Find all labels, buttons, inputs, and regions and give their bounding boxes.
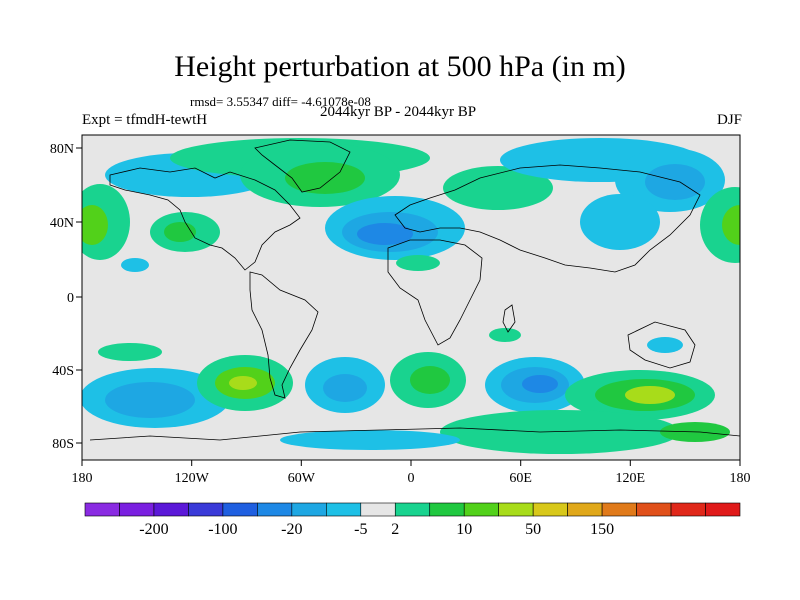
colorbar-label: 10 (456, 521, 472, 538)
colorbar-swatch (222, 502, 258, 517)
contour-region (82, 205, 108, 245)
colorbar-swatch (498, 502, 534, 517)
colorbar-swatch (326, 502, 362, 517)
lon-tick-label: 60E (509, 471, 532, 486)
colorbar-swatch (601, 502, 637, 517)
contour-region (285, 162, 365, 194)
colorbar-swatch (705, 502, 741, 517)
contour-region (440, 410, 680, 454)
contour-region (396, 255, 440, 271)
lat-tick-label: 0 (67, 291, 74, 306)
lon-tick-label: 60W (288, 471, 316, 486)
colorbar-label: 150 (590, 521, 614, 538)
contour-region (323, 374, 367, 402)
colorbar-swatch (636, 502, 672, 517)
lon-tick-label: 180 (730, 471, 751, 486)
stats-text: rmsd= 3.55347 diff= -4.61078e-08 (190, 94, 371, 109)
contour-region (522, 375, 558, 393)
contour-region (98, 343, 162, 361)
contour-region (357, 223, 413, 245)
colorbar-label: -20 (281, 521, 302, 538)
colorbar-swatch (257, 502, 293, 517)
colorbar-swatch (394, 502, 431, 517)
lat-axis: 80N 40N 0 40S 80S (50, 142, 82, 452)
colorbar-label: 50 (525, 521, 541, 538)
contour-region (443, 166, 553, 210)
colorbar-swatch (153, 502, 189, 517)
lat-tick-label: 40N (50, 216, 74, 231)
season-label: DJF (716, 112, 742, 128)
contour-region (489, 328, 521, 342)
contour-region (722, 205, 740, 245)
colorbar-label: -5 (354, 521, 367, 538)
contour-region (229, 376, 257, 390)
lat-tick-label: 40S (52, 364, 74, 379)
contour-region (280, 430, 460, 450)
experiment-label: Expt = tfmdH-tewtH (82, 112, 208, 128)
plot-title: Height perturbation at 500 hPa (in m) (174, 50, 626, 83)
lon-tick-label: 120W (175, 471, 210, 486)
contour-fields (82, 138, 740, 454)
colorbar-swatch (291, 502, 327, 517)
contour-region (105, 382, 195, 418)
colorbar-swatch (360, 502, 396, 517)
contour-region (580, 194, 660, 250)
colorbar-swatch (567, 502, 603, 517)
colorbar-labels: -200 -100 -20 -5 2 10 50 150 (139, 521, 614, 538)
colorbar (84, 502, 741, 517)
lon-tick-label: 0 (408, 471, 415, 486)
contour-region (121, 258, 149, 272)
colorbar-label: 2 (391, 521, 399, 538)
colorbar-swatch (463, 502, 499, 517)
lat-tick-label: 80N (50, 142, 74, 157)
contour-region (647, 337, 683, 353)
colorbar-label: -200 (139, 521, 168, 538)
contour-region (410, 366, 450, 394)
colorbar-swatch (119, 502, 155, 517)
lon-tick-label: 180 (72, 471, 93, 486)
contour-region (700, 187, 740, 263)
colorbar-swatch (532, 502, 568, 517)
colorbar-swatch (188, 502, 224, 517)
period-label: 2044kyr BP - 2044kyr BP (320, 104, 477, 120)
contour-region (625, 386, 675, 404)
lon-axis: 180 120W 60W 0 60E 120E 180 (72, 460, 751, 486)
lat-tick-label: 80S (52, 437, 74, 452)
coastlines (89, 139, 740, 441)
colorbar-swatch (84, 502, 120, 517)
colorbar-label: -100 (208, 521, 237, 538)
contour-region (645, 164, 705, 200)
lon-tick-label: 120E (616, 471, 646, 486)
colorbar-swatch (429, 502, 465, 517)
colorbar-swatch (670, 502, 706, 517)
